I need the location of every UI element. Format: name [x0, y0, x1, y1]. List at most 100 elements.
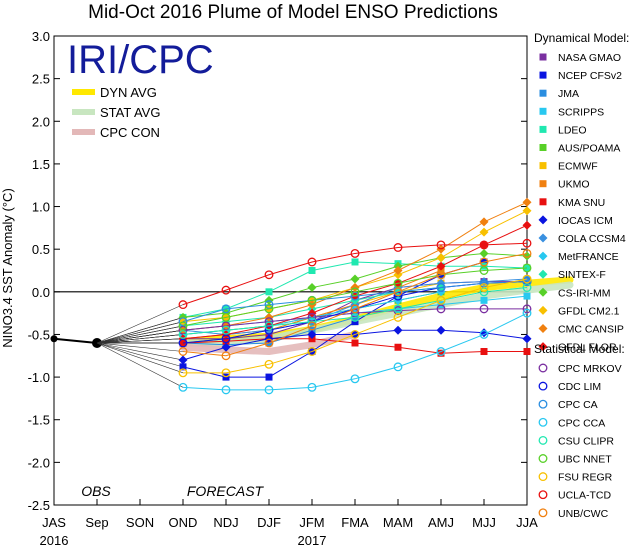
point-unb-cwc — [350, 304, 360, 314]
legend-label-nasa-gmao: NASA GMAO — [558, 52, 621, 64]
point-cpc-mrkov — [436, 304, 446, 314]
legend-marker-unb-cwc — [538, 508, 548, 518]
point-scripps — [523, 292, 531, 300]
point-ucla-tcd — [522, 238, 532, 248]
legend-marker-gfdl-cm2-1 — [538, 305, 548, 315]
legend-marker-sintex-f — [538, 269, 548, 279]
point-fsu-regr — [436, 295, 446, 305]
point-cmc-cansip — [479, 217, 489, 227]
y-tick-label: 1.5 — [32, 157, 50, 172]
logo: IRI/CPC — [67, 38, 214, 82]
forecast-label: FORECAST — [187, 483, 265, 499]
average-legend: DYN AVG STAT AVG CPC CON — [72, 85, 160, 140]
line-ubc-nnet — [182, 267, 528, 327]
legend-label-jma: JMA — [558, 88, 579, 100]
point-fsu-regr — [479, 283, 489, 293]
legend-label-kma-snu: KMA SNU — [558, 197, 605, 209]
point-unb-cwc — [178, 347, 188, 356]
x-tick-labels: JAS Sep SON OND NDJ DJF JFM FMA MAM AMJ MJJ JJA 2016… — [40, 515, 539, 548]
point-cpc-cca — [393, 362, 403, 372]
legend-marker-ncep-cfsv2 — [539, 71, 547, 79]
model-series — [178, 197, 532, 395]
point-unb-cwc — [393, 287, 403, 297]
point-cmc-cansip — [522, 197, 532, 207]
legend-label-ucla-tcd: UCLA-TCD — [558, 490, 612, 502]
line-csu-clipr — [182, 287, 528, 335]
point-gfdl-cm2-1 — [479, 227, 489, 237]
line-fsu-regr — [183, 278, 528, 374]
legend-marker-fsu-regr — [538, 472, 548, 482]
legend-marker-scripps — [539, 107, 547, 115]
point-cpc-cca — [350, 374, 360, 384]
observed-line — [53, 337, 98, 344]
year-label: 2017 — [298, 533, 327, 546]
line-ncep-cfsv2 — [182, 261, 485, 378]
legend-marker-ecmwf — [539, 162, 547, 170]
legend-label-ubc-nnet: UBC NNET — [558, 454, 612, 466]
chart-title: Mid-Oct 2016 Plume of Model ENSO Predict… — [88, 2, 498, 23]
observed-series — [50, 335, 102, 348]
x-tick-label: MAM — [383, 515, 413, 530]
point-ucla-tcd — [479, 240, 489, 250]
x-tick-label: JFM — [299, 515, 324, 530]
x-tick-label: OND — [169, 515, 198, 530]
point-cpc-cca — [307, 382, 317, 392]
series-unb-cwc — [178, 248, 532, 361]
legend-marker-ldeo — [539, 125, 547, 133]
point-kma-snu — [351, 339, 359, 347]
legend-marker-nasa-gmao — [539, 53, 547, 61]
legend-label-ncep-cfsv2: NCEP CFSv2 — [558, 70, 622, 82]
avg-legend-label-dyn-avg: DYN AVG — [100, 85, 157, 100]
x-tick-label: AMJ — [428, 515, 454, 530]
x-tick-label: JAS — [42, 515, 66, 530]
legend-marker-cdc-lim — [538, 381, 548, 391]
point-ucla-tcd — [178, 300, 188, 310]
fan-line — [96, 325, 184, 344]
fan-line — [96, 342, 184, 361]
legend-label-aus-poama: AUS/POAMA — [558, 143, 620, 155]
y-tick-label: -1.5 — [28, 413, 50, 428]
dynamical-model-legend: NASA GMAO NCEP CFSv2 JMA SCRIPPS LDEO AUS/POA… — [538, 52, 626, 354]
point-iocas-icm — [178, 355, 188, 365]
point-unb-cwc — [307, 321, 317, 331]
fan-line — [96, 329, 184, 344]
y-tick-label: 2.5 — [32, 72, 50, 87]
legend-marker-ukmo — [539, 180, 547, 188]
legend-label-cpc-cca: CPC CCA — [558, 417, 605, 429]
point-kma-snu — [480, 348, 488, 356]
point-ucla-tcd — [264, 270, 274, 280]
point-scripps — [480, 296, 488, 304]
x-tick-label: JJA — [516, 515, 538, 530]
x-tick-label: SON — [126, 515, 154, 530]
observed-point — [50, 335, 58, 343]
point-kma-snu — [394, 343, 402, 351]
point-cpc-cca — [264, 385, 274, 395]
point-ubc-nnet — [522, 263, 532, 273]
y-tick-labels: 3.0 2.5 2.0 1.5 1.0 0.5 0.0 -0.5 -1.0 -1.5 -2.0 -2.… — [28, 29, 50, 513]
point-cpc-cca — [522, 308, 532, 318]
y-axis-label: NINO3.4 SST Anomaly (°C) — [0, 188, 15, 348]
point-csu-clipr — [264, 321, 274, 331]
point-cpc-cca — [221, 385, 231, 395]
y-tick-label: -1.0 — [28, 370, 50, 385]
obs-label: OBS — [81, 483, 111, 499]
legend-marker-cpc-ca — [538, 399, 548, 409]
series-ucla-tcd — [178, 238, 532, 310]
legend-label-cmc-cansip: CMC CANSIP — [558, 324, 624, 336]
line-ucla-tcd — [182, 242, 528, 306]
point-cpc-cca — [436, 347, 446, 356]
point-cpc-cca — [178, 382, 188, 392]
point-cpc-mrkov — [522, 304, 532, 314]
avg-legend-label-cpc-con: CPC CON — [100, 125, 160, 140]
point-fsu-regr — [264, 359, 274, 369]
point-ucla-tcd — [221, 285, 231, 295]
point-ldeo — [351, 258, 359, 266]
legend-label-ukmo: UKMO — [558, 179, 590, 191]
point-ubc-nnet — [178, 321, 188, 331]
y-tick-label: -2.5 — [28, 498, 50, 513]
point-ubc-nnet — [221, 312, 231, 322]
y-tick-label: -2.0 — [28, 455, 50, 470]
legend-label-ecmwf: ECMWF — [558, 161, 598, 173]
point-ubc-nnet — [479, 266, 489, 275]
